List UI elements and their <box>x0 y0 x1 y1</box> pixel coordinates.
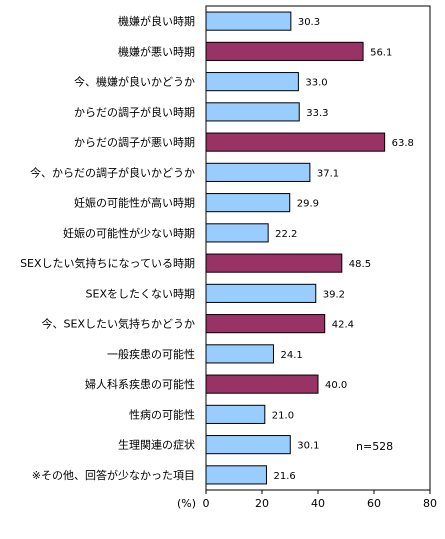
category-label: 妊娠の可能性が少ない時期 <box>63 226 195 240</box>
value-label: 33.0 <box>305 78 327 89</box>
bar-9 <box>205 283 317 303</box>
value-label: 30.1 <box>297 441 319 452</box>
value-label: 21.0 <box>272 410 294 421</box>
category-label: 今、SEXしたい気持ちかどうか <box>42 317 195 331</box>
category-label: 婦人科系疾患の可能性 <box>85 377 195 391</box>
value-label: 22.2 <box>275 229 297 240</box>
category-label: 生理関連の症状 <box>118 438 195 452</box>
bar-12 <box>205 374 319 394</box>
x-tick-label: 20 <box>255 497 269 510</box>
value-label: 48.5 <box>349 259 371 270</box>
x-tick-label: 60 <box>367 497 381 510</box>
bar-11 <box>205 344 274 364</box>
value-label: 21.6 <box>273 471 295 482</box>
category-label: 機嫌が悪い時期 <box>118 44 195 58</box>
value-label: 33.3 <box>306 108 328 119</box>
category-label: ※その他、回答が少なかった項目 <box>32 468 195 482</box>
category-label: 性病の可能性 <box>129 407 195 421</box>
bar-13 <box>205 404 266 424</box>
category-label: 今、からだの調子が良いかどうか <box>30 165 195 179</box>
category-label: 一般疾患の可能性 <box>107 347 195 361</box>
x-axis-ticks-group: 0 20 40 60 80 <box>203 490 437 510</box>
bar-2 <box>205 72 299 92</box>
value-label: 37.1 <box>317 168 339 179</box>
bar-7 <box>205 223 269 243</box>
value-label: 42.4 <box>332 320 354 331</box>
category-label: SEXしたい気持ちになっている時期 <box>20 256 195 270</box>
category-label: 今、機嫌が良いかどうか <box>74 75 195 89</box>
category-label: からだの調子が悪い時期 <box>74 135 195 149</box>
plot-area-frame <box>205 5 431 491</box>
value-label: 29.9 <box>297 199 319 210</box>
value-label: 56.1 <box>370 47 392 58</box>
value-label: 39.2 <box>323 289 345 300</box>
x-tick-label: 40 <box>311 497 325 510</box>
category-label: 妊娠の可能性が高い時期 <box>74 196 195 210</box>
value-label: 63.8 <box>392 138 414 149</box>
bar-10 <box>205 314 326 334</box>
bars-group <box>205 11 386 485</box>
bar-6 <box>205 193 291 213</box>
bar-14 <box>205 435 291 455</box>
x-tick-label: 80 <box>423 497 437 510</box>
bar-3 <box>205 102 300 122</box>
bar-15 <box>205 465 267 485</box>
value-label: 24.1 <box>280 350 302 361</box>
bar-8 <box>205 253 343 273</box>
sample-size-note: n=528 <box>356 440 393 453</box>
unit-label: (%) <box>177 497 196 510</box>
category-label: 機嫌が良い時期 <box>118 14 195 28</box>
bar-5 <box>205 162 311 182</box>
value-labels-group: 30.3 56.1 33.0 33.3 63.8 37.1 29.9 22.2 48.5 39.2… <box>272 17 414 482</box>
value-label: 40.0 <box>325 380 347 391</box>
value-label: 30.3 <box>298 17 320 28</box>
category-label: からだの調子が良い時期 <box>74 105 195 119</box>
bar-4 <box>205 132 386 152</box>
category-labels-group: 機嫌が良い時期機嫌が悪い時期今、機嫌が良いかどうかからだの調子が良い時期からだの… <box>20 14 195 482</box>
bar-0 <box>205 11 292 31</box>
x-tick-label: 0 <box>203 497 210 510</box>
bar-1 <box>205 41 364 61</box>
category-label: SEXをしたくない時期 <box>86 287 195 300</box>
